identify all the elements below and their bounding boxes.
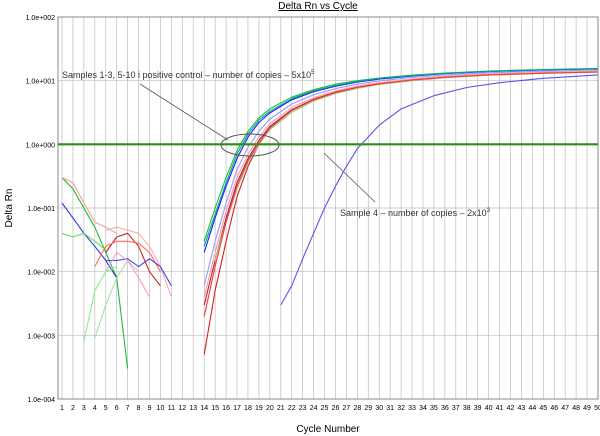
- x-tick-label-14: 15: [211, 405, 219, 412]
- x-tick-label-23: 24: [310, 405, 318, 412]
- x-tick-label-38: 39: [474, 405, 482, 412]
- x-tick-label-1: 2: [71, 405, 75, 412]
- annotation-sample4-superscript: 3: [487, 208, 491, 214]
- x-tick-label-9: 10: [157, 405, 165, 412]
- x-tick-label-26: 27: [343, 405, 351, 412]
- x-tick-labels: 1 2 3 4 5 6 7 8 9 10 11 12 13 14 15 16 17 18 19 20 21 22 23 24 2…: [60, 405, 600, 412]
- series-line-2: [203, 68, 599, 247]
- x-tick-label-2: 3: [82, 405, 86, 412]
- x-tick-label-41: 42: [507, 405, 515, 412]
- x-tick-label-48: 49: [583, 405, 591, 412]
- series-line-14: [105, 232, 161, 287]
- y-tick-label-1: 1.0e-003: [27, 333, 55, 340]
- series-line-12: [61, 202, 118, 279]
- y-tick-labels: 1.0e-004 1.0e-003 1.0e-002 1.0e-001 1.0e+000…: [26, 15, 56, 404]
- x-tick-label-40: 41: [496, 405, 504, 412]
- series-line-7: [203, 69, 599, 286]
- x-tick-label-47: 48: [572, 405, 580, 412]
- x-tick-label-28: 29: [364, 405, 372, 412]
- series-line-11: [61, 177, 117, 234]
- y-tick-label-6: 1.0e+002: [26, 15, 55, 22]
- annotation-samples-pointer: [139, 83, 229, 141]
- y-axis-label: Delta Rn: [4, 189, 15, 228]
- x-tick-label-35: 36: [441, 405, 449, 412]
- x-tick-label-43: 44: [528, 405, 536, 412]
- annotation-layer: Samples 1-3, 5-10 i positive control – n…: [62, 70, 491, 218]
- x-tick-label-25: 26: [332, 405, 340, 412]
- x-tick-label-42: 43: [518, 405, 526, 412]
- x-tick-label-21: 22: [288, 405, 296, 412]
- x-tick-label-17: 18: [244, 405, 252, 412]
- annotation-sample4-pointer: [323, 152, 376, 203]
- x-tick-label-16: 17: [233, 405, 241, 412]
- series-line-19: [105, 251, 150, 298]
- x-tick-label-37: 38: [463, 405, 471, 412]
- series-line-13: [61, 232, 107, 251]
- x-tick-label-13: 14: [200, 405, 208, 412]
- x-tick-label-22: 23: [299, 405, 307, 412]
- x-tick-label-32: 33: [408, 405, 416, 412]
- x-axis-label: Cycle Number: [296, 424, 360, 435]
- x-tick-label-34: 35: [430, 405, 438, 412]
- x-tick-label-27: 28: [353, 405, 361, 412]
- series-line-18: [94, 259, 139, 339]
- y-tick-label-0: 1.0e-004: [27, 397, 55, 404]
- series-line-9: [280, 74, 599, 306]
- y-tick-label-5: 1.0e+001: [26, 79, 55, 86]
- plot-frame: [57, 16, 599, 400]
- series-line-6: [214, 71, 599, 261]
- x-tick-label-49: 50: [594, 405, 600, 412]
- chart-title: Delta Rn vs Cycle: [278, 1, 358, 12]
- x-tick-label-3: 4: [93, 405, 97, 412]
- y-tick-label-3: 1.0e-001: [27, 206, 55, 213]
- x-tick-label-39: 40: [485, 405, 493, 412]
- series-layer: [61, 67, 599, 369]
- annotation-sample4-text: Sample 4 – number of copies – 2x103: [340, 208, 491, 218]
- x-tick-label-19: 20: [266, 405, 274, 412]
- x-tick-label-45: 46: [550, 405, 558, 412]
- x-tick-label-7: 8: [137, 405, 141, 412]
- x-tick-label-46: 47: [561, 405, 569, 412]
- x-tick-label-4: 5: [104, 405, 108, 412]
- x-tick-label-12: 13: [189, 405, 197, 412]
- x-tick-label-10: 11: [168, 405, 175, 412]
- series-line-16: [94, 240, 161, 272]
- x-tick-label-31: 32: [397, 405, 405, 412]
- series-line-8: [203, 71, 599, 317]
- annotation-samples-superscript: 5: [311, 70, 315, 76]
- x-tick-label-6: 7: [126, 405, 130, 412]
- x-tick-label-0: 1: [60, 405, 64, 412]
- y-tick-label-4: 1.0e+000: [26, 142, 55, 149]
- x-tick-label-36: 37: [452, 405, 460, 412]
- series-line-17: [105, 258, 172, 287]
- y-tick-label-2: 1.0e-002: [27, 270, 55, 277]
- x-tick-label-30: 31: [386, 405, 394, 412]
- x-tick-label-24: 25: [321, 405, 329, 412]
- series-line-5: [203, 70, 599, 298]
- x-tick-label-8: 9: [148, 405, 152, 412]
- annotation-samples-ellipse: [220, 133, 280, 157]
- x-tick-label-11: 12: [178, 405, 186, 412]
- x-tick-label-15: 16: [222, 405, 230, 412]
- x-tick-label-18: 19: [255, 405, 263, 412]
- x-tick-label-20: 21: [277, 405, 285, 412]
- x-tick-label-44: 45: [539, 405, 547, 412]
- series-line-20: [83, 266, 117, 342]
- x-tick-label-29: 30: [375, 405, 383, 412]
- x-tick-label-33: 34: [419, 405, 427, 412]
- annotation-samples-text: Samples 1-3, 5-10 i positive control – n…: [62, 70, 315, 80]
- x-tick-label-5: 6: [115, 405, 119, 412]
